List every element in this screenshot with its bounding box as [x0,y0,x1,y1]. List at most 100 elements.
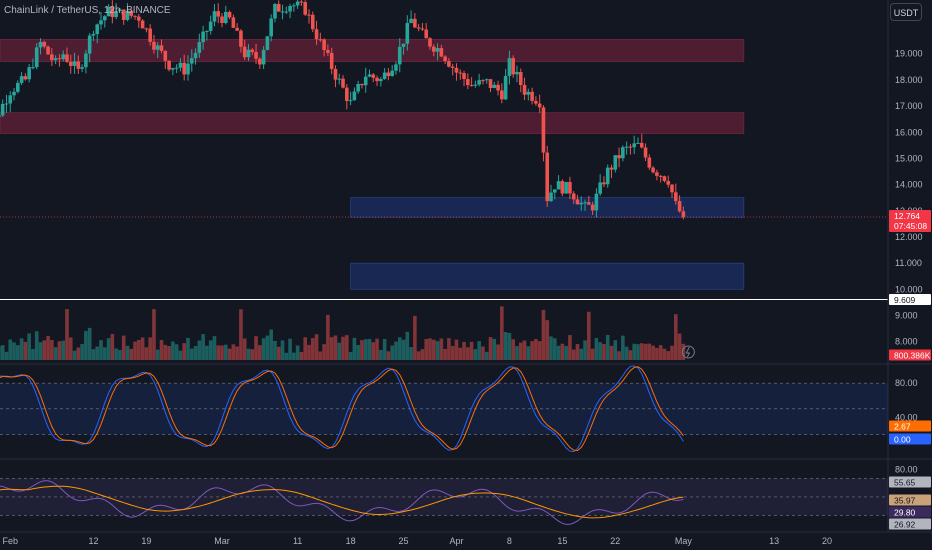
volume-bar [564,345,568,360]
volume-bar [167,346,171,360]
volume-bar [609,345,614,360]
volume-bar [0,345,5,360]
candle-body [280,11,285,13]
volume-bar [333,335,338,360]
candle-body [118,9,122,12]
rsi-tick-label: 80.00 [895,464,918,474]
candle-body [329,52,334,69]
candle-body [137,16,141,21]
volume-bar [205,345,209,360]
level-price-tag-text: 9.609 [894,295,916,305]
candle-body [258,58,262,65]
volume-bar [155,349,160,360]
volume-bar [148,337,152,360]
candle-body [390,70,394,76]
volume-bar [299,352,304,360]
candle-body [450,66,455,68]
price-tick-label: 15.000 [895,153,923,163]
candle-body [534,100,538,104]
volume-bar [666,351,671,360]
candle-body [488,79,493,88]
volume-bar [34,331,39,360]
candle-body [617,155,621,159]
candle-body [182,62,187,75]
volume-bar [61,340,65,360]
price-tick-label: 8.000 [895,337,918,347]
candle-body [284,11,289,13]
candle-body [84,53,88,68]
candle-body [152,41,156,50]
volume-bar [348,352,353,360]
candle-body [515,71,519,75]
volume-bar [670,345,674,360]
volume-bar [284,352,289,360]
price-tick-label: 10.000 [895,284,923,294]
volume-bar [322,344,326,360]
time-tick-label: 25 [399,536,409,546]
volume-bar [8,339,13,360]
price-axis[interactable]: 19.00018.00017.00016.00015.00014.00013.0… [895,49,923,475]
candle-body [526,91,531,95]
candle-body [223,11,228,23]
candle-body [276,3,281,12]
stoch-d-line [0,366,684,452]
rsi-line [0,480,684,525]
candle-body [503,75,508,100]
candle-body [129,10,134,16]
candle-body [273,3,277,19]
current-price-tag-text: 12.764 [894,211,920,221]
price-zone-support-3 [350,262,745,290]
volume-bar [356,344,360,360]
candle-body [530,91,534,101]
volume-bar [594,338,599,360]
volume-bar [201,334,205,360]
candle-body [0,115,1,118]
candle-body [99,20,103,25]
candle-body [299,1,304,3]
volume-bar [189,348,194,360]
rsi-value-tag [889,506,931,518]
candle-body [174,67,179,69]
candle-body [303,2,308,15]
candle-body [602,182,606,185]
candle-body [560,181,565,194]
candle-body [367,74,372,77]
volume-bar [50,339,54,360]
candle-body [469,85,474,87]
candle-body [16,82,20,92]
candle-body [636,142,640,144]
candle-body [337,78,342,80]
price-zone-resistance-0 [0,39,745,62]
rsi-upper-tag-text: 55.65 [894,478,916,488]
current-price-tag [889,209,931,232]
candle-body [590,204,595,211]
lightning-icon[interactable] [681,345,695,359]
candle-body [212,11,217,22]
volume-bar [458,347,463,360]
volume-bar [276,346,281,360]
time-axis[interactable]: Feb 12 19 Mar 11 18 25 Apr 8 15 22 May 13 20 [2,536,832,546]
volume-bar [19,338,24,360]
volume-bar [4,351,9,360]
volume-bar [424,339,429,360]
volume-bar [125,345,130,360]
stoch-d-tag-text: 0.00 [894,435,911,445]
candle-body [295,1,300,6]
current-price-tag-text: 07:45:08 [894,221,927,231]
currency-button[interactable]: USDT [890,3,922,21]
time-tick-label: Feb [2,536,18,546]
volume-bar [518,342,523,360]
volume-bar [496,344,500,360]
candle-body [673,192,678,202]
candle-body [435,48,440,52]
candle-body [61,54,65,60]
volume-bar [303,337,308,360]
candle-body [133,15,137,17]
volume-bar [269,329,273,360]
candle-body [227,11,232,18]
candle-body [454,67,459,73]
candle-body [38,41,43,48]
volume-bar [178,350,183,360]
volume-bar [658,345,663,360]
